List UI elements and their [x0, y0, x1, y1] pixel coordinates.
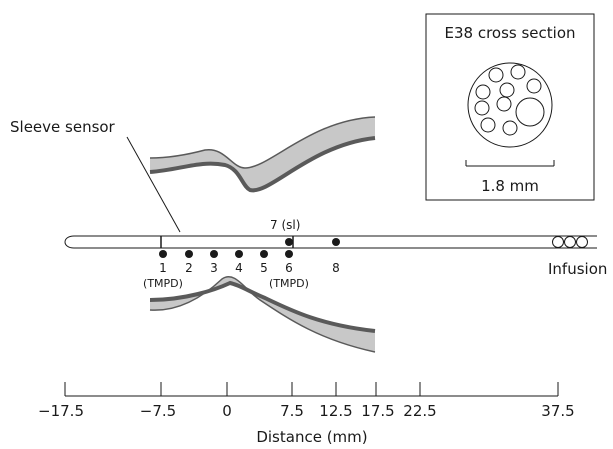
distance-axis: −17.5 −7.5 0 7.5 12.5 17.5 22.5 37.5 Dis… — [38, 382, 575, 446]
sensor-port — [260, 250, 268, 258]
cross-section-inset: E38 cross section 1.8 mm — [425, 13, 595, 201]
port-number: 5 — [260, 261, 268, 275]
cross-section-title: E38 cross section — [444, 24, 575, 42]
port-number: 6 — [285, 261, 293, 275]
lumen — [474, 100, 490, 116]
lumen — [502, 120, 518, 136]
upper-sphincter-wall — [150, 117, 375, 191]
sensor-port — [285, 250, 293, 258]
lumen — [499, 82, 515, 98]
infusion-label: Infusion — [548, 260, 607, 278]
axis-tick-label: −17.5 — [38, 402, 84, 420]
axis-tick-label: 22.5 — [403, 402, 436, 420]
lumen — [475, 84, 491, 100]
axis-tick-label: 17.5 — [361, 402, 394, 420]
port-number: 4 — [235, 261, 243, 275]
sensor-port — [235, 250, 243, 258]
large-lumen — [515, 97, 545, 127]
port-sublabel: (TMPD) — [269, 277, 309, 290]
sleeve-sensor-leader — [126, 136, 181, 233]
port-number: 1 — [159, 261, 167, 275]
lower-sphincter-wall — [150, 276, 375, 352]
axis-tick-label: 7.5 — [280, 402, 304, 420]
port-number: 8 — [332, 261, 340, 275]
infusion-port — [564, 236, 576, 248]
lumen — [488, 67, 504, 83]
lumen — [526, 78, 542, 94]
lower-sphincter-outer-edge — [149, 280, 376, 333]
upper-sphincter-outer-edge — [149, 136, 376, 193]
scale-bar-label: 1.8 mm — [481, 177, 539, 195]
lumen — [496, 96, 512, 112]
lumen — [510, 64, 526, 80]
lumen — [480, 117, 496, 133]
sensor-port — [159, 250, 167, 258]
sensor-7-label: 7 (sl) — [270, 218, 300, 232]
sensor-port — [332, 238, 340, 246]
sleeve-sensor-label: Sleeve sensor — [10, 118, 116, 136]
lower-sphincter-inner-edge — [149, 276, 376, 353]
sensor-port — [185, 250, 193, 258]
axis-tick-label: 12.5 — [319, 402, 352, 420]
port-number: 3 — [210, 261, 218, 275]
axis-tick-label: −7.5 — [140, 402, 176, 420]
infusion-port — [576, 236, 588, 248]
sensor-port-7 — [285, 238, 293, 246]
upper-sphincter-inner-edge — [149, 116, 376, 169]
port-number: 2 — [185, 261, 193, 275]
axis-tick-label: 37.5 — [541, 402, 574, 420]
sensor-port — [210, 250, 218, 258]
catheter-tube — [64, 235, 597, 249]
axis-title: Distance (mm) — [256, 428, 367, 446]
catheter-outline — [467, 62, 553, 148]
infusion-port — [552, 236, 564, 248]
port-sublabel: (TMPD) — [143, 277, 183, 290]
axis-tick-label: 0 — [222, 402, 232, 420]
